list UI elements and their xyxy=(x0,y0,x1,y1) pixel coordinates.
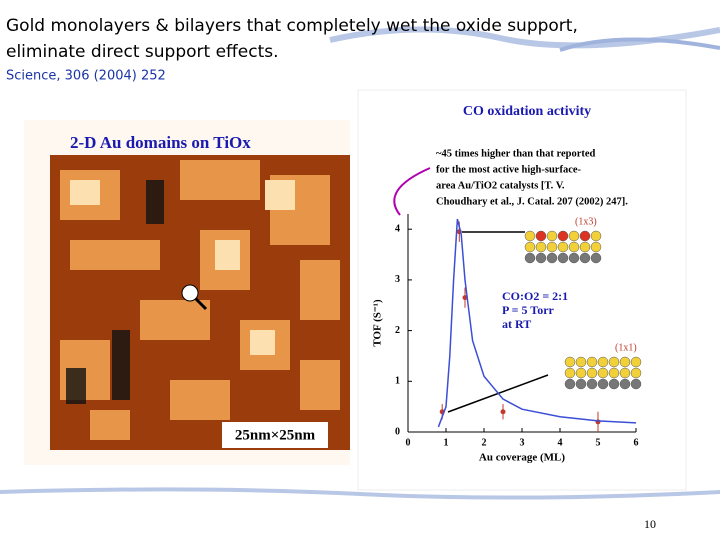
atom xyxy=(524,241,536,253)
atom xyxy=(579,230,591,242)
annotation: for the most active high-surface- xyxy=(436,164,582,175)
bright-domains xyxy=(70,180,295,355)
y-tick-label: 2 xyxy=(395,325,400,336)
decoration xyxy=(559,37,720,52)
slide-title: Gold monolayers & bilayers that complete… xyxy=(6,16,578,36)
annotation: P = 5 Torr xyxy=(502,303,555,317)
atom xyxy=(568,252,580,264)
y-tick-label: 3 xyxy=(395,274,400,285)
atom xyxy=(575,378,587,390)
x-tick-label: 5 xyxy=(596,437,601,448)
atom xyxy=(546,241,558,253)
decoration xyxy=(0,487,720,500)
atom xyxy=(535,241,547,253)
atom xyxy=(575,367,587,379)
annotation: at RT xyxy=(502,317,531,331)
atom xyxy=(546,230,558,242)
fit-curve xyxy=(437,218,637,428)
atom xyxy=(597,367,609,379)
annotation: CO:O2 = 2:1 xyxy=(502,289,568,303)
structure-label: (1x1) xyxy=(615,342,637,353)
slide-title: eliminate direct support effects. xyxy=(6,42,279,62)
domains xyxy=(60,160,340,440)
atom xyxy=(524,252,536,264)
annotation: ~45 times higher than that reported xyxy=(436,148,596,159)
atom xyxy=(564,367,576,379)
atom xyxy=(590,230,602,242)
decoration xyxy=(329,26,720,49)
atom-grids xyxy=(66,180,164,404)
atom xyxy=(557,252,569,264)
atom xyxy=(535,252,547,264)
atom xyxy=(568,241,580,253)
atom xyxy=(619,356,631,368)
structure-label: (1x3) xyxy=(575,216,597,227)
chart-title: CO oxidation activity xyxy=(463,104,591,119)
y-tick-label: 4 xyxy=(395,224,400,235)
x-tick-label: 3 xyxy=(520,437,525,448)
atom xyxy=(597,356,609,368)
atom xyxy=(557,230,569,242)
y-tick-label: 1 xyxy=(395,376,400,387)
atom xyxy=(557,241,569,253)
atom xyxy=(630,378,642,390)
atom xyxy=(546,252,558,264)
page-number: 10 xyxy=(644,517,656,531)
atom xyxy=(630,367,642,379)
stm-image: 2-D Au domains on TiOx 25nm×25nm xyxy=(24,120,350,465)
atom xyxy=(535,230,547,242)
atom xyxy=(590,252,602,264)
scale-label: 25nm×25nm xyxy=(235,427,316,443)
reference: Science, 306 (2004) 252 xyxy=(6,69,166,84)
atom xyxy=(579,252,591,264)
atom xyxy=(630,356,642,368)
x-tick-label: 0 xyxy=(406,437,411,448)
annotation: Choudhary et al., J. Catal. 207 (2002) 2… xyxy=(436,196,628,207)
data-point xyxy=(500,409,506,415)
atom xyxy=(564,378,576,390)
atom xyxy=(586,367,598,379)
annotation: area Au/TiO2 catalysts [T. V. xyxy=(436,180,565,191)
x-tick-label: 6 xyxy=(634,437,639,448)
image-title: 2-D Au domains on TiOx xyxy=(70,133,251,152)
chart: CO oxidation activity ~45 times higher th… xyxy=(357,89,687,491)
zoom-icon xyxy=(194,297,208,311)
atom xyxy=(619,378,631,390)
atom xyxy=(619,367,631,379)
x-tick-label: 1 xyxy=(444,437,449,448)
atom xyxy=(608,378,620,390)
y-axis-label: TOF (S⁻¹) xyxy=(372,299,384,347)
atom xyxy=(564,356,576,368)
arrow-curve xyxy=(393,167,431,216)
x-tick-label: 4 xyxy=(558,437,563,448)
atom xyxy=(608,356,620,368)
atom xyxy=(586,356,598,368)
atom xyxy=(579,241,591,253)
atom xyxy=(568,230,580,242)
atom xyxy=(586,378,598,390)
atom xyxy=(597,378,609,390)
zoom-icon xyxy=(181,284,199,302)
atom xyxy=(590,241,602,253)
x-axis-label: Au coverage (ML) xyxy=(479,452,565,464)
atom xyxy=(575,356,587,368)
x-tick-label: 2 xyxy=(482,437,487,448)
atom xyxy=(524,230,536,242)
data-point xyxy=(462,295,468,301)
atom xyxy=(608,367,620,379)
scale-box xyxy=(222,422,328,448)
y-tick-label: 0 xyxy=(395,426,400,437)
